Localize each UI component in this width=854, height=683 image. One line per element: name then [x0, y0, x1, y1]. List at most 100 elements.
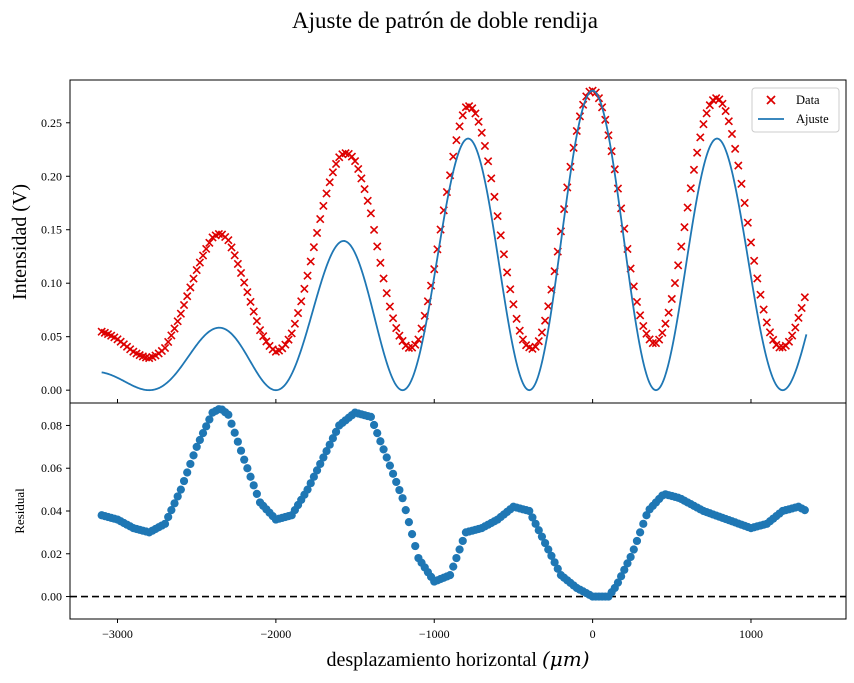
data-point [477, 128, 486, 137]
residual-point [401, 506, 410, 515]
residual-point [395, 485, 404, 495]
data-point [794, 313, 803, 322]
residual-point [373, 429, 382, 438]
data-point [281, 340, 290, 349]
data-point [483, 157, 493, 166]
residual-point [252, 489, 261, 498]
data-point [654, 335, 664, 344]
data-point [502, 268, 512, 277]
y-tick-label: 0.02 [41, 547, 62, 561]
data-point [170, 324, 179, 333]
data-point [395, 331, 404, 340]
data-point [176, 309, 186, 318]
data-point [331, 159, 341, 169]
data-point [366, 209, 376, 218]
data-point [515, 326, 524, 335]
residual-point [164, 512, 173, 522]
residual-y-label: Residual [12, 488, 27, 534]
data-point [363, 196, 372, 206]
data-point [458, 111, 467, 120]
x-tick-label: −1000 [419, 627, 450, 641]
data-point [309, 243, 319, 252]
data-point [768, 335, 778, 345]
y-tick-label: 0.08 [41, 418, 62, 432]
data-point [227, 243, 236, 252]
data-point [300, 284, 309, 293]
residual-point [800, 506, 809, 515]
data-point [167, 331, 176, 340]
data-point [202, 244, 211, 254]
data-point [721, 106, 730, 116]
residual-point [411, 541, 420, 551]
x-tick-label: −2000 [260, 627, 291, 641]
residual-point [379, 445, 388, 454]
residual-point [236, 446, 246, 455]
data-point [183, 292, 192, 301]
legend-box [751, 87, 840, 133]
data-point [468, 104, 477, 113]
residual-point [189, 451, 198, 460]
data-point [246, 297, 255, 307]
data-point [759, 305, 768, 314]
data-point [303, 271, 312, 280]
residual-point [531, 519, 540, 528]
residual-point [303, 485, 312, 494]
data-point [474, 117, 483, 126]
residual-point [629, 545, 638, 554]
data-point [404, 343, 414, 353]
data-point [632, 297, 642, 307]
residual-point [449, 562, 458, 571]
residual-point [626, 552, 635, 562]
data-point [293, 308, 303, 318]
data-point [369, 225, 379, 235]
residual-point [534, 526, 543, 535]
data-point [347, 152, 357, 161]
residual-point [328, 434, 337, 443]
residual-point [198, 429, 208, 438]
residual-point [617, 572, 626, 581]
residual-point [376, 437, 385, 446]
residual-point [525, 506, 534, 516]
x-axis-label-unit: (μm) [542, 647, 590, 671]
residual-point [173, 492, 182, 501]
y-tick-label: 0.10 [41, 276, 62, 290]
residual-point [319, 453, 328, 462]
data-point [686, 184, 695, 193]
data-point [240, 278, 249, 287]
data-point [696, 133, 705, 142]
data-point [506, 285, 515, 294]
data-point [306, 257, 315, 266]
data-point [388, 314, 398, 323]
data-point [287, 329, 296, 338]
residual-point [547, 551, 556, 561]
residual-point [246, 472, 255, 481]
data-point [455, 122, 464, 131]
data-point [480, 141, 490, 151]
intensity-y-ticks: 0.00 0.05 0.10 0.15 0.20 0.25 [41, 116, 70, 397]
data-point [290, 319, 300, 328]
y-tick-label: 0.20 [41, 169, 62, 183]
y-tick-label: 0.04 [41, 504, 62, 518]
data-point [765, 328, 775, 337]
residual-point [407, 529, 417, 539]
data-point [493, 211, 502, 221]
residual-point [553, 564, 562, 573]
residual-point [240, 455, 249, 464]
data-point [540, 316, 550, 325]
residual-point [623, 559, 632, 568]
residual-point [382, 453, 391, 462]
data-point [756, 290, 765, 299]
data-series [97, 86, 809, 363]
data-point [322, 189, 331, 198]
residual-point [176, 485, 185, 494]
residual-point [183, 468, 192, 477]
data-point [160, 343, 170, 353]
residual-point [224, 410, 233, 419]
residual-point [322, 447, 331, 456]
residual-point [306, 479, 315, 488]
legend-data-label: Data [796, 93, 820, 107]
data-point [683, 203, 692, 212]
residual-point [392, 477, 401, 487]
data-point [718, 99, 727, 108]
